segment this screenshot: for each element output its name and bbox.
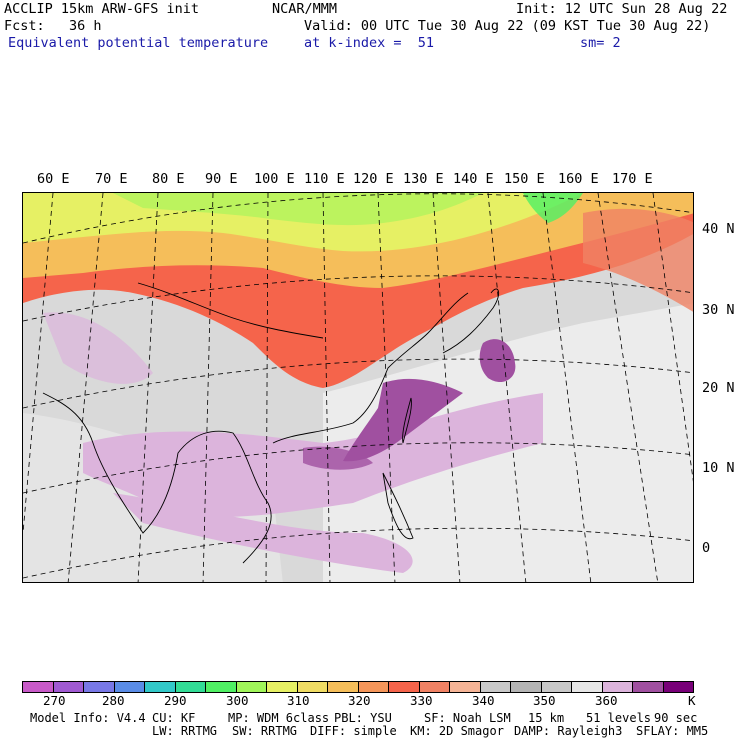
colorbar-label: 310	[287, 693, 310, 708]
colorbar-swatch	[419, 682, 450, 692]
footer-pbl: PBL: YSU	[334, 711, 392, 725]
colorbar-swatch	[236, 682, 267, 692]
moist-band-south	[113, 493, 413, 573]
colorbar-label: 300	[226, 693, 249, 708]
organization: NCAR/MMM	[272, 1, 338, 17]
colorbar-swatch	[450, 682, 481, 692]
latitude-label: 0	[702, 540, 711, 556]
longitude-label: 80 E	[152, 171, 185, 187]
colorbar-swatch	[297, 682, 328, 692]
footer-model: Model Info: V4.4	[30, 711, 146, 725]
longitude-label: 150 E	[504, 171, 545, 187]
colorbar-label: 290	[164, 693, 187, 708]
footer-sw: SW: RRTMG	[232, 724, 298, 738]
colorbar	[22, 681, 694, 693]
field-name: Equivalent potential temperature	[8, 35, 269, 51]
pacific-warm-tongue	[583, 208, 693, 312]
footer-sf: SF: Noah LSM	[424, 711, 511, 725]
footer-diff: DIFF: simple	[310, 724, 397, 738]
footer-levels: 51 levels	[586, 711, 652, 725]
longitude-label: 170 E	[612, 171, 653, 187]
colorbar-swatch	[206, 682, 237, 692]
longitude-label: 60 E	[37, 171, 70, 187]
forecast-hour: Fcst: 36 h	[4, 18, 102, 34]
longitude-label: 90 E	[205, 171, 238, 187]
colorbar-swatch	[480, 682, 511, 692]
colorbar-label: 340	[472, 693, 495, 708]
footer-km: KM: 2D Smagor	[410, 724, 504, 738]
colorbar-swatch	[23, 682, 54, 692]
latitude-label: 30 N	[702, 302, 735, 318]
dry-band-green	[113, 193, 483, 226]
colorbar-swatch	[663, 682, 693, 692]
colorbar-swatch	[175, 682, 206, 692]
footer-res: 15 km	[528, 711, 565, 725]
smoothing: sm= 2	[580, 35, 621, 51]
colorbar-swatch	[145, 682, 176, 692]
colorbar-swatch	[541, 682, 572, 692]
latitude-label: 20 N	[702, 380, 735, 396]
map-panel	[22, 192, 694, 583]
colorbar-swatch	[572, 682, 603, 692]
colorbar-label: 320	[348, 693, 371, 708]
latitude-label: 40 N	[702, 221, 735, 237]
colorbar-swatch	[389, 682, 420, 692]
colorbar-swatch	[328, 682, 359, 692]
map-canvas	[23, 193, 693, 582]
longitude-label: 110 E	[304, 171, 345, 187]
colorbar-swatch	[602, 682, 633, 692]
latitude-label: 10 N	[702, 460, 735, 476]
coastlines	[42, 282, 500, 564]
colorbar-label: 350	[533, 693, 556, 708]
colorbar-label: 280	[102, 693, 125, 708]
longitude-label: 130 E	[403, 171, 444, 187]
dry-patch-green	[523, 193, 583, 223]
colorbar-label: 330	[410, 693, 433, 708]
level-index: at k-index = 51	[304, 35, 435, 51]
colorbar-swatch	[511, 682, 542, 692]
high-theta-core	[343, 378, 463, 462]
footer-sflay: SFLAY: MM5	[636, 724, 709, 738]
colorbar-label: 360	[595, 693, 618, 708]
colorbar-label: 270	[43, 693, 66, 708]
colorbar-swatch	[633, 682, 664, 692]
colorbar-swatch	[53, 682, 84, 692]
longitude-label: 100 E	[254, 171, 295, 187]
valid-time: Valid: 00 UTC Tue 30 Aug 22 (09 KST Tue …	[304, 18, 711, 34]
graticule	[23, 193, 693, 582]
colorbar-swatch	[358, 682, 389, 692]
footer-damp: DAMP: Rayleigh3	[514, 724, 623, 738]
longitude-label: 160 E	[558, 171, 599, 187]
colorbar-swatch	[267, 682, 298, 692]
footer-cu: CU: KF	[152, 711, 196, 725]
high-theta-trail	[303, 446, 373, 470]
longitude-label: 70 E	[95, 171, 128, 187]
model-title: ACCLIP 15km ARW-GFS init	[4, 1, 200, 17]
footer-timestep: 90 sec	[654, 711, 698, 725]
colorbar-label: K	[688, 693, 696, 708]
footer-mp: MP: WDM 6class	[228, 711, 330, 725]
colorbar-swatch	[114, 682, 145, 692]
footer-lw: LW: RRTMG	[152, 724, 218, 738]
longitude-label: 120 E	[353, 171, 394, 187]
moist-patch-west	[43, 312, 153, 384]
init-time: Init: 12 UTC Sun 28 Aug 22	[516, 1, 728, 17]
colorbar-swatch	[84, 682, 115, 692]
longitude-label: 140 E	[453, 171, 494, 187]
typhoon-core	[479, 339, 516, 383]
